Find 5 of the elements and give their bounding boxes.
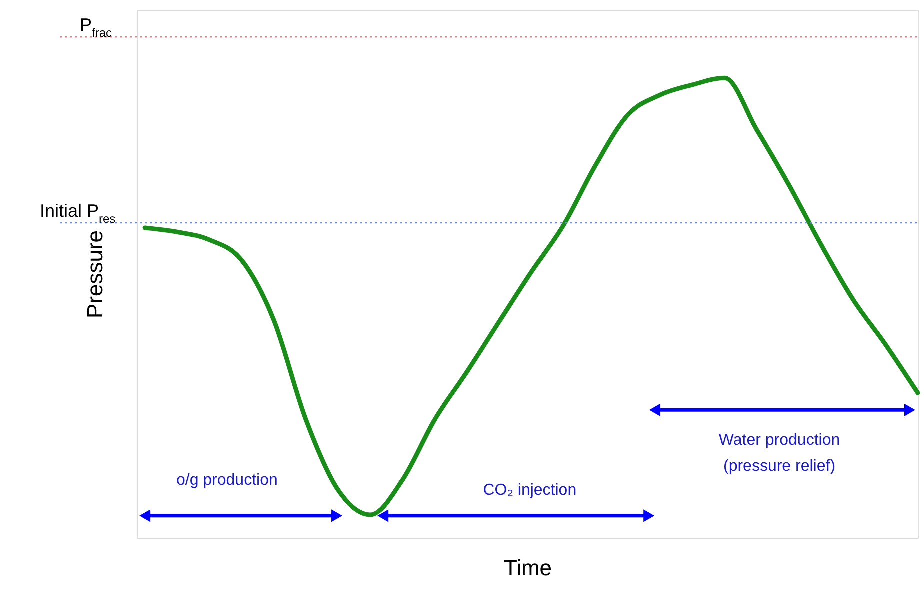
annotation: o/g production [176, 472, 278, 490]
annotation: Water production (pressure relief) [718, 432, 840, 476]
annotation: CO₂ injection [483, 482, 577, 500]
x-axis-title: Time [504, 556, 552, 580]
y-axis-title: Pressure [82, 230, 108, 319]
